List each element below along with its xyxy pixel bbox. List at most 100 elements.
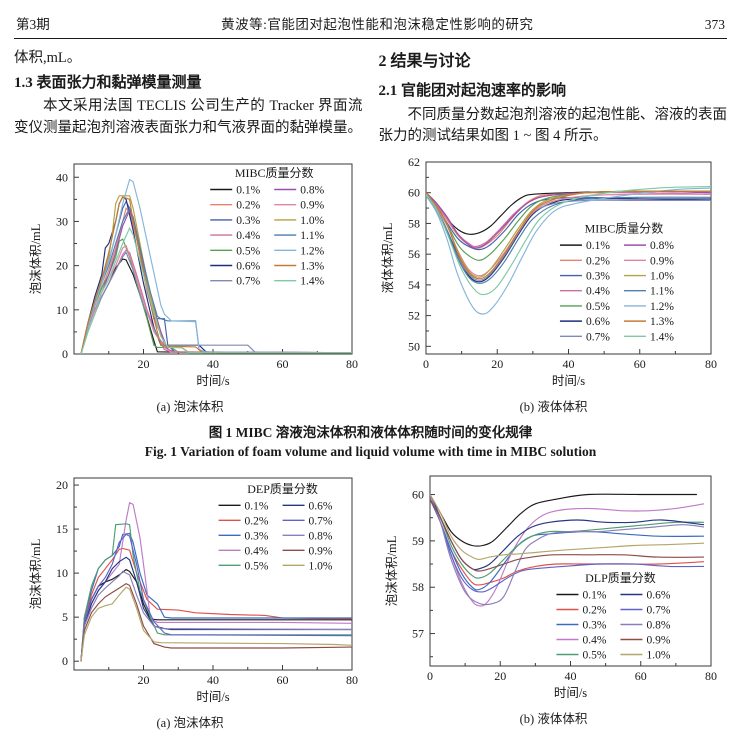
svg-text:0.2%: 0.2% xyxy=(582,605,606,617)
page-header: 第3期 黄波等:官能团对起泡性能和泡沫稳定性影响的研究 373 xyxy=(14,0,727,39)
svg-text:0.2%: 0.2% xyxy=(245,515,269,527)
svg-text:20: 20 xyxy=(138,673,150,687)
figure-1a-caption: (a) 泡沫体积 xyxy=(156,400,224,414)
svg-text:1.4%: 1.4% xyxy=(300,276,324,288)
svg-text:0.6%: 0.6% xyxy=(309,500,333,512)
svg-text:0: 0 xyxy=(427,669,433,683)
svg-text:80: 80 xyxy=(705,669,717,683)
svg-text:0.1%: 0.1% xyxy=(586,240,610,252)
section-2-heading: 2 结果与讨论 xyxy=(378,53,471,70)
svg-text:DEP质量分数: DEP质量分数 xyxy=(247,481,318,496)
figure-2a-container: 20 40 60 80 0 5 10 15 20 时间/s 泡沫体积/mL DEP质量分数 0.1% 0.… xyxy=(14,470,366,731)
section-1-3-paragraph: 本文采用法国 TECLIS 公司生产的 Tracker 界面流变仪测量起泡剂溶液… xyxy=(14,98,363,136)
svg-text:1.0%: 1.0% xyxy=(309,560,333,572)
svg-text:MIBC质量分数: MIBC质量分数 xyxy=(235,165,314,180)
svg-text:DLP质量分数: DLP质量分数 xyxy=(585,570,656,585)
svg-text:0.5%: 0.5% xyxy=(582,650,606,662)
journal-issue: 第3期 xyxy=(16,17,50,32)
svg-text:62: 62 xyxy=(408,155,420,169)
svg-text:0.7%: 0.7% xyxy=(236,276,260,288)
svg-text:20: 20 xyxy=(494,669,506,683)
svg-text:0.6%: 0.6% xyxy=(646,590,670,602)
svg-text:0.1%: 0.1% xyxy=(245,500,269,512)
svg-text:1.0%: 1.0% xyxy=(650,271,674,283)
svg-text:时间/s: 时间/s xyxy=(196,374,229,388)
svg-text:1.3%: 1.3% xyxy=(300,261,324,273)
figure-1-caption: 图 1 MIBC 溶液泡沫体积和液体体积随时间的变化规律 Fig. 1 Vari… xyxy=(14,421,727,460)
svg-text:10: 10 xyxy=(56,303,68,317)
figure-2-row: 20 40 60 80 0 5 10 15 20 时间/s 泡沫体积/mL DEP质量分数 0.1% 0.… xyxy=(14,470,727,731)
section-2-1-paragraph: 不同质量分数起泡剂溶液的起泡性能、溶液的表面张力的测试结果如图 1 ~ 图 4 … xyxy=(378,106,728,145)
svg-text:60: 60 xyxy=(634,357,646,371)
left-lead-text: 体积,mL。 xyxy=(14,50,82,66)
svg-text:0.9%: 0.9% xyxy=(646,635,670,647)
svg-text:1.1%: 1.1% xyxy=(650,286,674,298)
svg-text:0.8%: 0.8% xyxy=(309,530,333,542)
figure-1-caption-zh: 图 1 MIBC 溶液泡沫体积和液体体积随时间的变化规律 xyxy=(208,425,533,440)
svg-text:0.9%: 0.9% xyxy=(300,200,324,212)
svg-text:0.3%: 0.3% xyxy=(236,215,260,227)
svg-text:60: 60 xyxy=(635,669,647,683)
svg-text:80: 80 xyxy=(346,357,358,371)
svg-text:0.3%: 0.3% xyxy=(586,271,610,283)
svg-text:20: 20 xyxy=(56,259,68,273)
svg-text:60: 60 xyxy=(412,488,424,502)
svg-text:60: 60 xyxy=(277,357,289,371)
svg-text:1.3%: 1.3% xyxy=(650,316,674,328)
svg-text:0.3%: 0.3% xyxy=(582,620,606,632)
section-2-1-heading: 2.1 官能团对起泡速率的影响 xyxy=(378,83,567,99)
svg-text:54: 54 xyxy=(408,278,420,292)
figure-2b-caption: (b) 液体体积 xyxy=(519,712,588,726)
left-column: 体积,mL。 1.3 表面张力和黏弹模量测量 本文采用法国 TECLIS 公司生… xyxy=(14,48,363,148)
svg-text:0.5%: 0.5% xyxy=(245,560,269,572)
svg-text:泡沫体积/mL: 泡沫体积/mL xyxy=(385,536,399,607)
svg-text:1.0%: 1.0% xyxy=(300,215,324,227)
svg-text:1.2%: 1.2% xyxy=(300,245,324,257)
svg-text:0.5%: 0.5% xyxy=(236,245,260,257)
svg-text:0.8%: 0.8% xyxy=(300,185,324,197)
svg-text:0.2%: 0.2% xyxy=(236,200,260,212)
svg-text:0.4%: 0.4% xyxy=(245,545,269,557)
svg-text:52: 52 xyxy=(408,309,420,323)
chart-mibc-foam-volume: 20 40 60 80 0 10 20 30 40 时间/s 泡沫体积/mL MIBC质量分数 0.1%… xyxy=(29,163,358,388)
running-title: 黄波等:官能团对起泡性能和泡沫稳定性影响的研究 xyxy=(221,17,534,32)
figure-1b-caption: (b) 液体体积 xyxy=(519,400,588,414)
text-columns: 体积,mL。 1.3 表面张力和黏弹模量测量 本文采用法国 TECLIS 公司生… xyxy=(14,48,727,148)
svg-text:58: 58 xyxy=(412,580,424,594)
chart-dlp-liquid-volume: 0 20 40 60 80 57 58 59 60 时间/s 泡沫体积/mL DLP质量分数 0.1% 0… xyxy=(385,475,717,700)
figure-1b-container: 0 20 40 60 80 50 52 54 56 58 60 62 时间/s 液体体积/mL MIBC质量… xyxy=(380,152,727,415)
svg-text:0.6%: 0.6% xyxy=(236,261,260,273)
chart-dep-foam-volume: 20 40 60 80 0 5 10 15 20 时间/s 泡沫体积/mL DEP质量分数 0.1% 0.… xyxy=(29,477,358,704)
svg-text:0.5%: 0.5% xyxy=(586,301,610,313)
svg-text:液体体积/mL: 液体体积/mL xyxy=(380,223,395,294)
svg-text:57: 57 xyxy=(412,627,424,641)
svg-text:15: 15 xyxy=(56,522,68,536)
figure-1-caption-en: Fig. 1 Variation of foam volume and liqu… xyxy=(144,444,597,459)
svg-text:泡沫体积/mL: 泡沫体积/mL xyxy=(29,224,43,295)
svg-text:0.4%: 0.4% xyxy=(236,230,260,242)
svg-text:5: 5 xyxy=(62,610,68,624)
svg-text:40: 40 xyxy=(207,673,219,687)
figure-1a-container: 20 40 60 80 0 10 20 30 40 时间/s 泡沫体积/mL MIBC质量分数 0.1%… xyxy=(14,152,366,415)
svg-text:20: 20 xyxy=(56,478,68,492)
svg-text:40: 40 xyxy=(563,357,575,371)
svg-text:80: 80 xyxy=(705,357,717,371)
svg-text:0.3%: 0.3% xyxy=(245,530,269,542)
page-number: 373 xyxy=(704,17,725,32)
svg-text:30: 30 xyxy=(56,214,68,228)
svg-text:40: 40 xyxy=(56,170,68,184)
svg-text:1.4%: 1.4% xyxy=(650,331,674,343)
svg-text:MIBC质量分数: MIBC质量分数 xyxy=(585,221,664,236)
svg-text:0.8%: 0.8% xyxy=(646,620,670,632)
svg-text:1.0%: 1.0% xyxy=(646,650,670,662)
svg-text:时间/s: 时间/s xyxy=(196,690,229,704)
section-1-3-heading: 1.3 表面张力和黏弹模量测量 xyxy=(14,74,202,91)
svg-text:40: 40 xyxy=(207,357,219,371)
svg-text:泡沫体积/mL: 泡沫体积/mL xyxy=(29,539,43,610)
svg-text:20: 20 xyxy=(138,357,150,371)
svg-text:0.4%: 0.4% xyxy=(582,635,606,647)
svg-text:时间/s: 时间/s xyxy=(554,686,587,700)
svg-text:0: 0 xyxy=(423,357,429,371)
svg-text:0.9%: 0.9% xyxy=(309,545,333,557)
svg-text:0: 0 xyxy=(62,347,68,361)
